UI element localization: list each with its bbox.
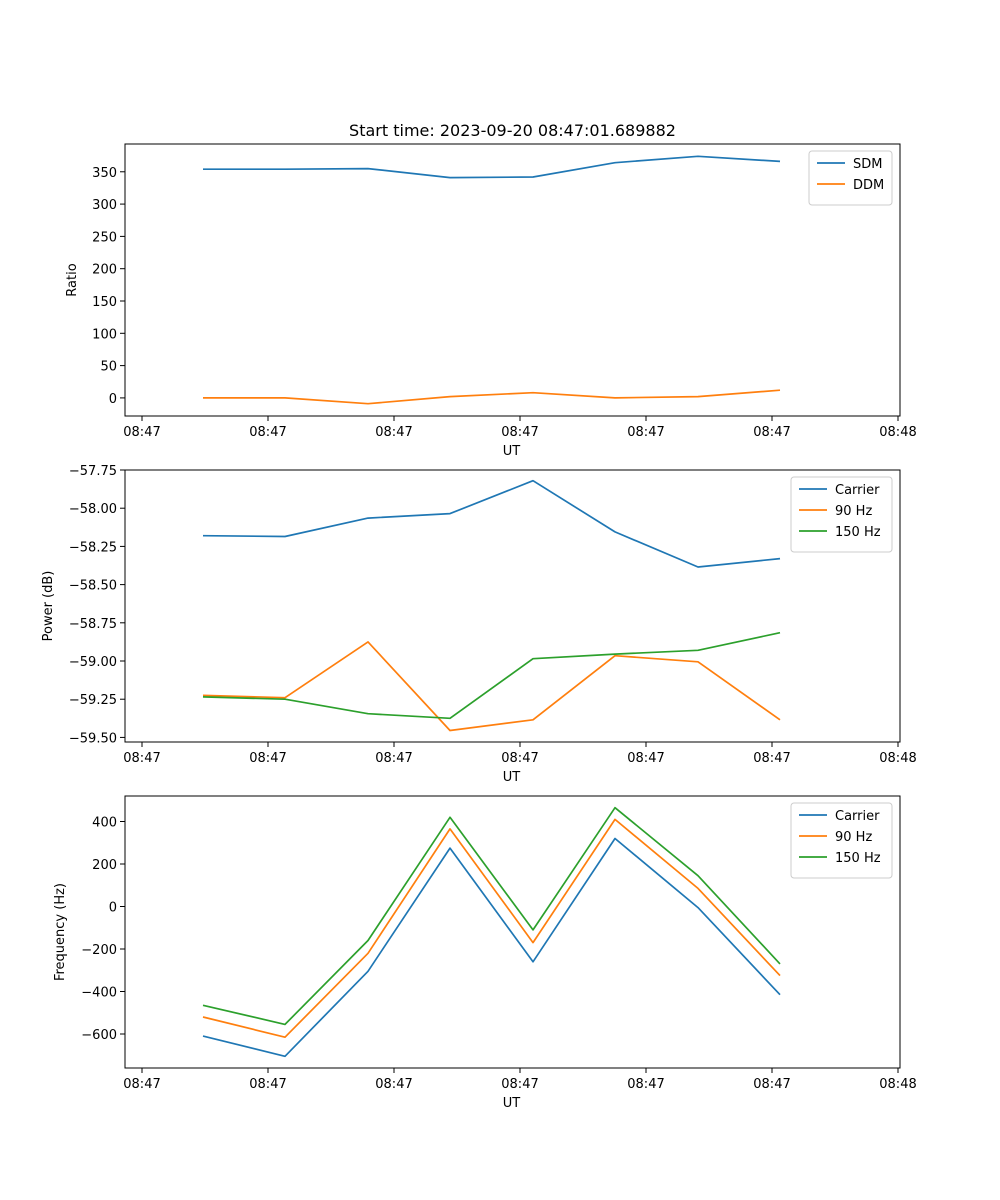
y-tick-label: 50 xyxy=(100,360,117,375)
series-line-carrier xyxy=(202,837,781,1058)
y-tick-label: 250 xyxy=(92,230,117,245)
x-tick-label: 08:47 xyxy=(501,751,538,766)
x-tick-label: 08:47 xyxy=(501,425,538,440)
legend-frame xyxy=(790,476,893,553)
y-tick-label: 350 xyxy=(92,166,117,181)
y-tick-label: −400 xyxy=(81,986,117,1001)
series-line-150-hz xyxy=(202,806,781,1026)
y-tick-label: 400 xyxy=(92,816,117,831)
y-tick-label: −58.50 xyxy=(69,579,117,594)
y-tick-label: −58.75 xyxy=(69,617,117,632)
legend-frame xyxy=(790,802,893,879)
x-axis-label: UT xyxy=(503,770,521,785)
y-tick-label: 100 xyxy=(92,327,117,342)
y-tick-label: −59.50 xyxy=(69,731,117,746)
y-tick-label: −59.25 xyxy=(69,693,117,708)
legend: Carrier 90 Hz 150 Hz xyxy=(790,802,893,879)
y-tick-label: −200 xyxy=(81,943,117,958)
x-tick-label: 08:48 xyxy=(879,425,916,440)
y-tick-label: 0 xyxy=(109,392,117,407)
subplot-1: Start time: 2023-09-20 08:47:01.689882 08… xyxy=(65,121,917,459)
x-tick-label: 08:47 xyxy=(627,751,664,766)
x-tick-label: 08:47 xyxy=(123,751,160,766)
legend: Carrier 90 Hz 150 Hz xyxy=(790,476,893,553)
y-tick-label: −600 xyxy=(81,1028,117,1043)
x-tick-label: 08:47 xyxy=(753,751,790,766)
legend-entry: SDM xyxy=(853,157,882,172)
series-line-carrier xyxy=(202,479,781,568)
x-tick-label: 08:47 xyxy=(249,1077,286,1092)
legend-entry: 90 Hz xyxy=(835,830,872,845)
axes-frame xyxy=(124,795,901,1069)
legend-frame xyxy=(808,150,893,206)
y-axis-label: Frequency (Hz) xyxy=(53,883,68,981)
y-axis-label: Power (dB) xyxy=(41,571,56,642)
axes-frame xyxy=(124,143,901,417)
x-tick-label: 08:47 xyxy=(249,751,286,766)
legend-entry: 150 Hz xyxy=(835,525,881,540)
x-tick-label: 08:47 xyxy=(627,425,664,440)
y-tick-label: −58.00 xyxy=(69,502,117,517)
subplot-3: 08:47 08:47 08:47 08:47 08:47 08:47 08:48 UT −60… xyxy=(53,795,917,1111)
y-tick-label: −59.00 xyxy=(69,655,117,670)
y-tick-label: 150 xyxy=(92,295,117,310)
x-tick-label: 08:47 xyxy=(375,1077,412,1092)
x-axis-label: UT xyxy=(503,1096,521,1111)
series-line-sdm xyxy=(203,155,781,179)
x-tick-label: 08:48 xyxy=(879,1077,916,1092)
axes-frame xyxy=(124,469,901,743)
legend-entry: DDM xyxy=(853,178,884,193)
series-line-90-hz xyxy=(202,641,781,732)
legend-entry: Carrier xyxy=(835,809,880,824)
x-axis-label: UT xyxy=(503,444,521,459)
x-tick-label: 08:47 xyxy=(249,425,286,440)
x-tick-label: 08:47 xyxy=(753,425,790,440)
y-tick-label: −57.75 xyxy=(69,464,117,479)
y-tick-label: 200 xyxy=(92,263,117,278)
legend-entry: 150 Hz xyxy=(835,851,881,866)
y-axis-label: Ratio xyxy=(65,263,80,296)
x-tick-label: 08:47 xyxy=(375,425,412,440)
y-tick-label: 300 xyxy=(92,198,117,213)
x-tick-label: 08:47 xyxy=(375,751,412,766)
subplot-2: 08:47 08:47 08:47 08:47 08:47 08:47 08:48 UT −57… xyxy=(41,464,917,785)
series-line-150-hz xyxy=(202,631,781,720)
legend-entry: 90 Hz xyxy=(835,504,872,519)
x-tick-label: 08:48 xyxy=(879,751,916,766)
series-line-90-hz xyxy=(202,818,781,1039)
y-tick-label: 200 xyxy=(92,858,117,873)
x-tick-label: 08:47 xyxy=(501,1077,538,1092)
x-tick-label: 08:47 xyxy=(123,425,160,440)
chart-title: Start time: 2023-09-20 08:47:01.689882 xyxy=(349,121,676,140)
x-tick-label: 08:47 xyxy=(753,1077,790,1092)
plots: Start time: 2023-09-20 08:47:01.689882 08… xyxy=(41,121,917,1111)
series-line-ddm xyxy=(203,389,781,405)
x-tick-label: 08:47 xyxy=(627,1077,664,1092)
y-tick-label: 0 xyxy=(109,901,117,916)
x-tick-label: 08:47 xyxy=(123,1077,160,1092)
legend: SDM DDM xyxy=(808,150,893,206)
legend-entry: Carrier xyxy=(835,483,880,498)
y-tick-label: −58.25 xyxy=(69,540,117,555)
